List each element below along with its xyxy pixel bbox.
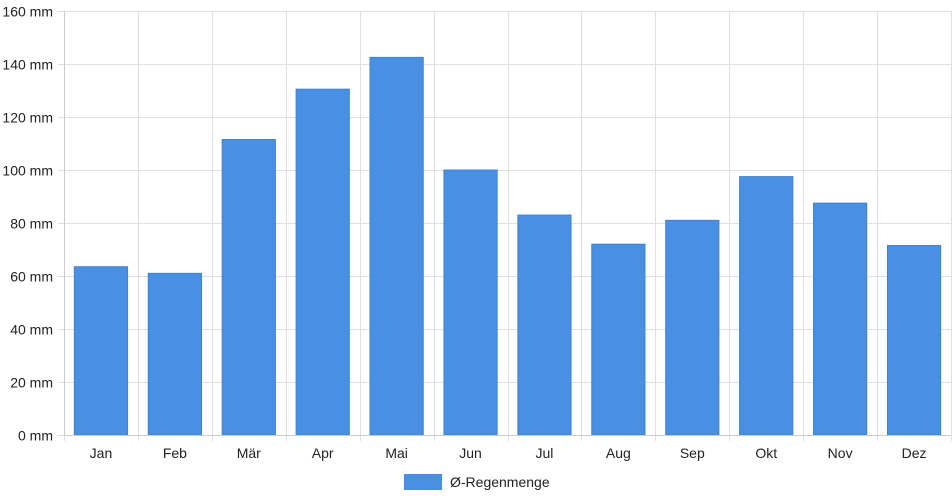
y-tick-label: 40 mm: [10, 322, 53, 338]
x-tick-label: Jul: [536, 445, 554, 461]
x-tick-label: Jan: [90, 445, 113, 461]
legend-swatch: [404, 474, 442, 490]
x-tick-label: Mai: [385, 445, 408, 461]
bar-mai[interactable]: [369, 56, 424, 436]
label-layer: 0 mm 20 mm 40 mm 60 mm 80 mm 100 mm 120 mm 140 …: [2, 4, 926, 462]
bar-okt[interactable]: [739, 176, 794, 436]
y-tick-label: 80 mm: [10, 216, 53, 232]
y-tick-label: 120 mm: [2, 110, 53, 126]
x-tick-label: Dez: [902, 445, 927, 461]
y-tick-label: 20 mm: [10, 375, 53, 391]
x-tick-label: Mär: [237, 445, 261, 461]
bar-mär[interactable]: [221, 139, 276, 436]
x-tick-label: Okt: [755, 445, 777, 461]
x-tick-label: Sep: [680, 445, 705, 461]
bar-dez[interactable]: [886, 245, 942, 436]
x-tick-label: Jun: [459, 445, 482, 461]
y-tick-label: 140 mm: [2, 57, 53, 73]
y-tick-label: 160 mm: [2, 4, 53, 20]
x-tick-label: Feb: [163, 445, 187, 461]
legend-label: Ø-Regenmenge: [450, 474, 550, 490]
x-tick-label: Nov: [828, 445, 853, 461]
y-tick-label: 60 mm: [10, 269, 53, 285]
bar-apr[interactable]: [295, 88, 350, 436]
bar-nov[interactable]: [813, 202, 868, 436]
y-tick-label: 100 mm: [2, 163, 53, 179]
x-tick-label: Apr: [312, 445, 334, 461]
axis-layer: [64, 11, 951, 436]
bar-jul[interactable]: [517, 214, 572, 436]
bar-layer: [73, 56, 942, 436]
bar-aug[interactable]: [591, 243, 646, 436]
y-tick-label: 0 mm: [18, 428, 53, 444]
bar-jan[interactable]: [73, 266, 129, 436]
x-tick-label: Aug: [606, 445, 631, 461]
bar-feb[interactable]: [147, 272, 202, 436]
legend[interactable]: Ø-Regenmenge: [404, 474, 550, 490]
bar-sep[interactable]: [665, 219, 720, 436]
bar-jun[interactable]: [443, 169, 498, 436]
